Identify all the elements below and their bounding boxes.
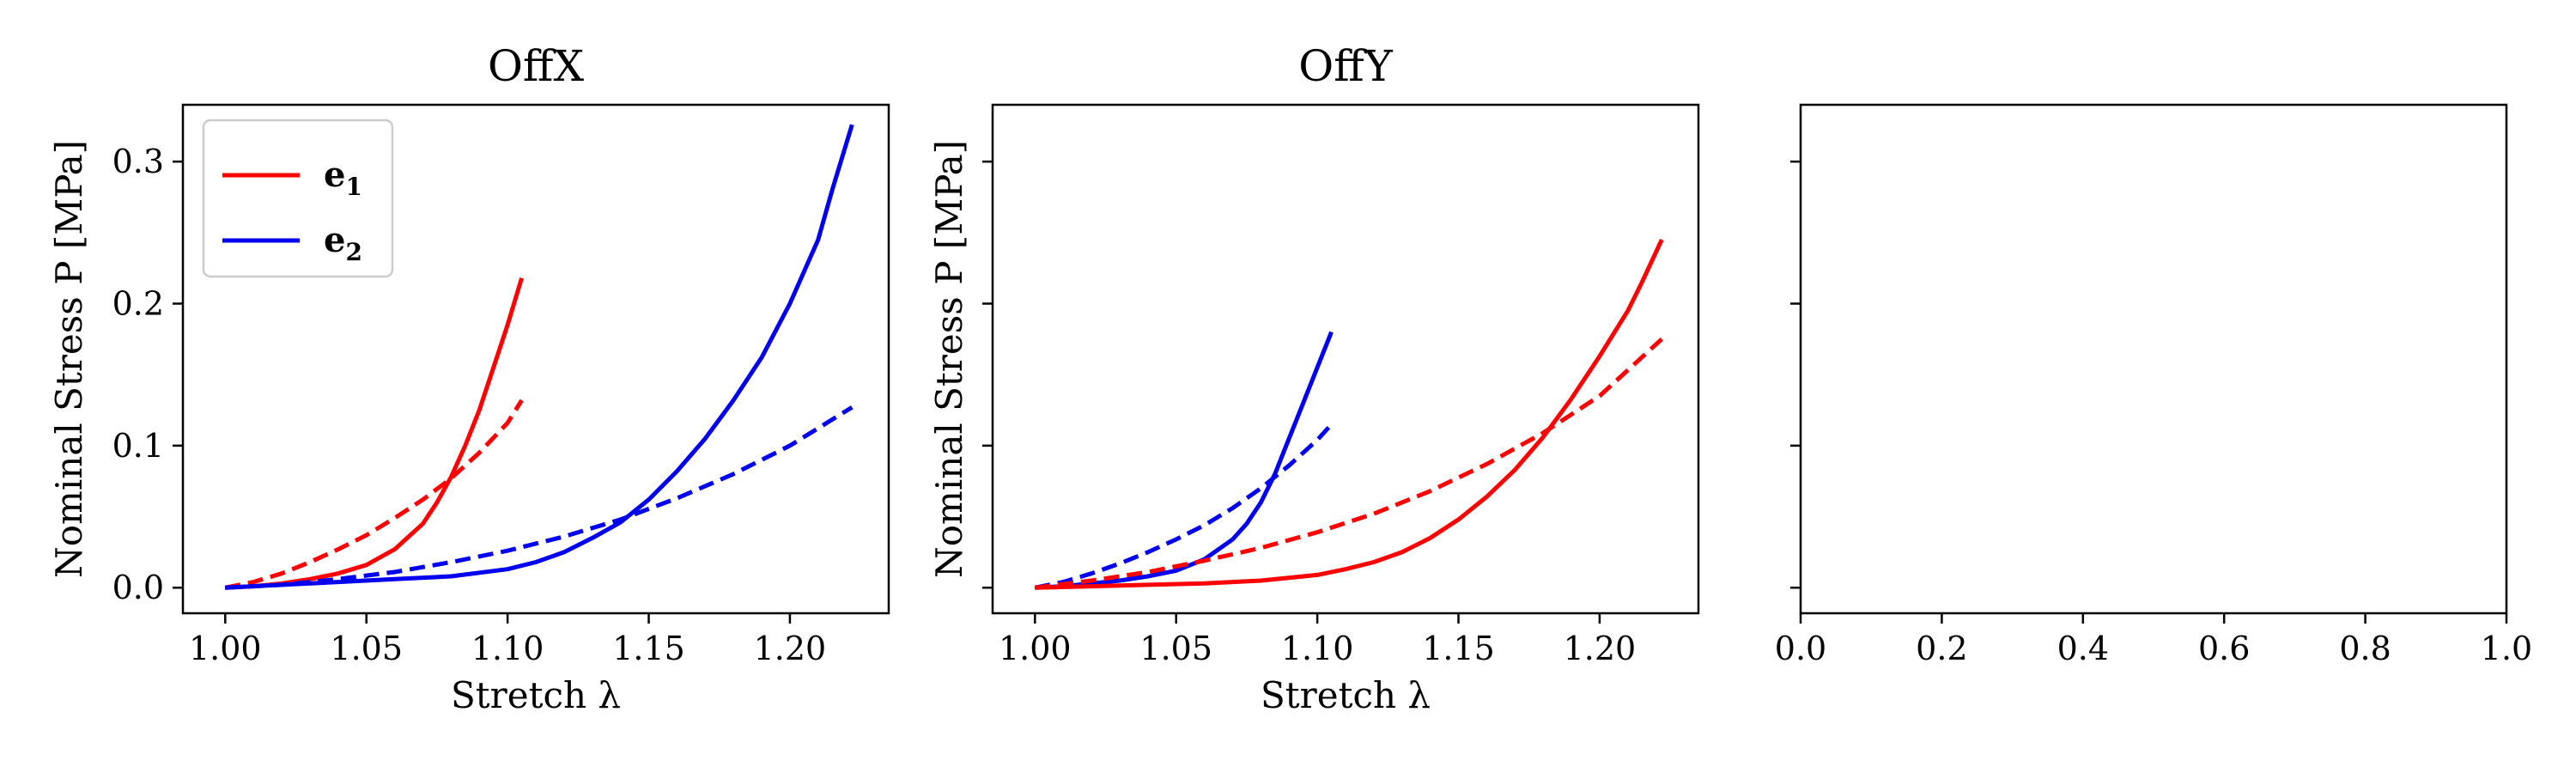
- axes-frame: [181, 103, 890, 615]
- series-line-2: [1034, 423, 1334, 590]
- legend-label: e1: [324, 155, 362, 201]
- series-line-3: [1035, 239, 1664, 590]
- x-tick-label: 0.8: [2339, 630, 2391, 667]
- y-tick-label: 0.2: [112, 285, 164, 323]
- panel-title: OffX: [488, 41, 585, 91]
- series-line-1: [1035, 331, 1334, 590]
- panel-title: OffY: [1298, 41, 1394, 91]
- x-tick-label: 1.0: [2481, 630, 2532, 667]
- panel-2: 1.00 1.05 1.10 1.15 1.20 OffY Stretch λ Nominal…: [928, 41, 1700, 716]
- series-line-4: [1034, 337, 1663, 590]
- x-tick-label: 1.15: [612, 630, 685, 667]
- x-tick-label: 1.20: [754, 630, 827, 667]
- panel-3: 0.0 0.2 0.4 0.6 0.8 1.0: [1775, 103, 2532, 667]
- x-tick-label: 0.4: [2057, 630, 2109, 667]
- y-tick-label: 0.0: [112, 569, 164, 606]
- y-tick-label: 0.1: [112, 427, 164, 465]
- x-tick-label: 1.00: [999, 630, 1072, 667]
- x-tick-label: 1.05: [1139, 630, 1212, 667]
- legend-subscript: 1: [345, 173, 361, 201]
- series-line-1: [225, 277, 524, 590]
- x-tick-label: 1.00: [189, 630, 262, 667]
- x-tick-label: 1.20: [1564, 630, 1637, 667]
- x-tick-label: 0.0: [1775, 630, 1826, 667]
- x-axis-label: Stretch λ: [451, 674, 621, 716]
- axes-frame: [1799, 103, 2508, 615]
- series-group: [224, 124, 854, 590]
- legend-box: [202, 119, 394, 278]
- x-axis-label: Stretch λ: [1261, 674, 1431, 716]
- series-group: [1034, 239, 1664, 590]
- y-axis-label: Nominal Stress P [MPa]: [48, 140, 90, 578]
- y-tick-label: 0.3: [112, 143, 164, 180]
- series-line-4: [225, 405, 854, 590]
- x-tick-label: 1.10: [471, 630, 544, 667]
- axes-frame: [991, 103, 1700, 615]
- y-axis-label: Nominal Stress P [MPa]: [928, 140, 970, 578]
- legend-subscript: 2: [345, 238, 361, 266]
- x-tick-label: 1.05: [330, 630, 403, 667]
- x-tick-label: 0.6: [2198, 630, 2250, 667]
- x-tick-label: 0.2: [1916, 630, 1967, 667]
- series-line-2: [224, 399, 524, 590]
- panel-1: 1.00 1.05 1.10 1.15 1.20 0.0 0.1 0.2 0.3 OffX Stre…: [48, 41, 890, 716]
- x-tick-label: 1.10: [1281, 630, 1354, 667]
- x-tick-label: 1.15: [1422, 630, 1495, 667]
- series-line-3: [225, 124, 854, 590]
